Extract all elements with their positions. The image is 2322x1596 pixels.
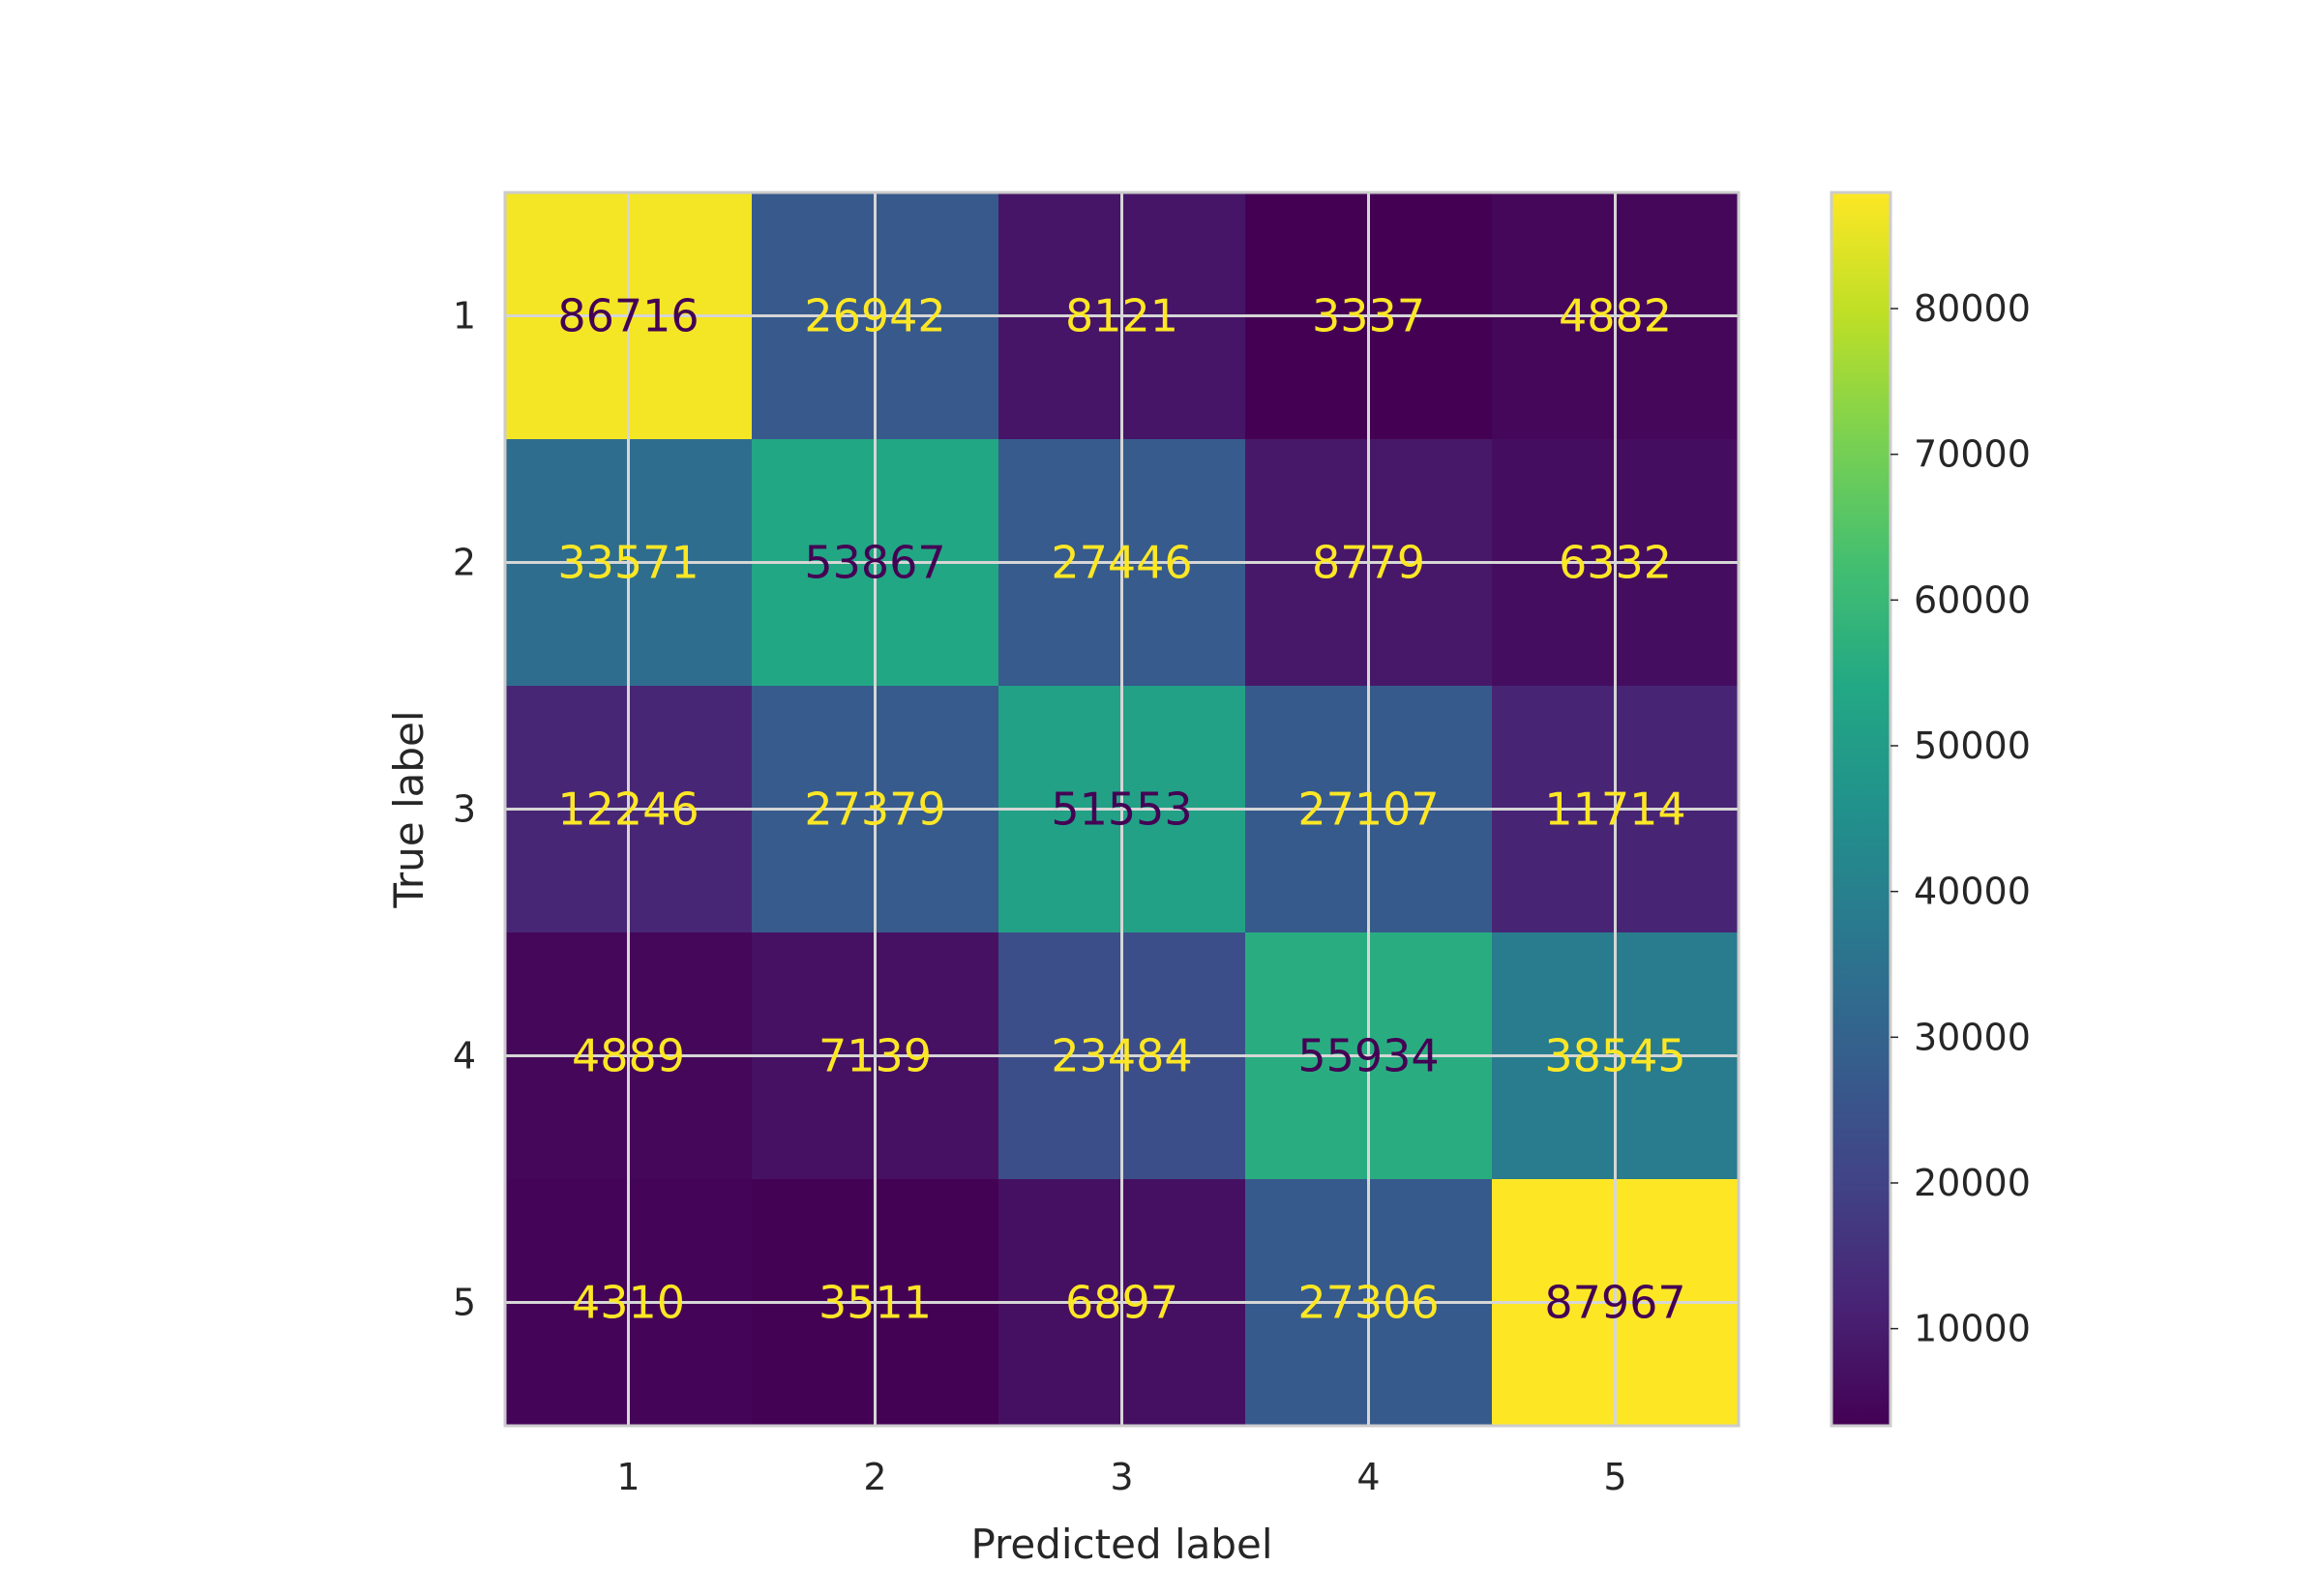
cell-value-label: 11714 bbox=[1544, 783, 1685, 836]
x-tick-label: 4 bbox=[1356, 1456, 1380, 1498]
x-tick-label: 5 bbox=[1603, 1456, 1626, 1498]
colorbar-tick-label: 20000 bbox=[1914, 1162, 2031, 1204]
y-axis-label: True label bbox=[385, 710, 432, 908]
colorbar-tick-label: 40000 bbox=[1914, 871, 2031, 913]
colorbar-tick-label: 60000 bbox=[1914, 578, 2031, 621]
cell-value-label: 12246 bbox=[557, 783, 699, 836]
colorbar-tick-label: 10000 bbox=[1914, 1308, 2031, 1350]
cell-value-label: 27306 bbox=[1297, 1277, 1439, 1329]
cell-value-label: 27446 bbox=[1051, 537, 1192, 589]
plot-frame bbox=[503, 191, 1741, 1428]
y-tick-label: 3 bbox=[453, 788, 476, 831]
cell-value-label: 53867 bbox=[804, 537, 945, 589]
cell-value-label: 3337 bbox=[1312, 290, 1425, 342]
cell-value-label: 55934 bbox=[1297, 1030, 1439, 1082]
cell-value-label: 38545 bbox=[1544, 1030, 1685, 1082]
y-tick-label: 2 bbox=[453, 542, 476, 584]
colorbar-tick-labels: 10000 20000 30000 40000 50000 60000 70000 80000 bbox=[1890, 287, 2031, 1350]
colorbar-tick-label: 70000 bbox=[1914, 433, 2031, 476]
cell-value-label: 27107 bbox=[1297, 783, 1439, 836]
colorbar-tick-label: 80000 bbox=[1914, 287, 2031, 330]
cell-value-label: 33571 bbox=[557, 537, 699, 589]
cell-value-label: 6332 bbox=[1559, 537, 1672, 589]
cell-value-labels: 86716 26942 8121 3337 4882 33571 53867 27446 877… bbox=[557, 290, 1685, 1329]
cell-value-label: 4889 bbox=[572, 1030, 685, 1082]
cell-value-label: 7139 bbox=[819, 1030, 932, 1082]
cell-value-label: 4310 bbox=[572, 1277, 685, 1329]
colorbar-tick-label: 50000 bbox=[1914, 724, 2031, 767]
y-tick-label: 1 bbox=[453, 295, 476, 338]
cell-value-label: 26942 bbox=[804, 290, 945, 342]
colorbar-tick-label: 30000 bbox=[1914, 1016, 2031, 1058]
cell-value-label: 87967 bbox=[1544, 1277, 1685, 1329]
y-tick-labels: 1 2 3 4 5 bbox=[453, 295, 476, 1324]
x-tick-labels: 1 2 3 4 5 bbox=[616, 1456, 1626, 1498]
x-tick-label: 2 bbox=[863, 1456, 886, 1498]
cell-value-label: 86716 bbox=[557, 290, 699, 342]
x-axis-label: Predicted label bbox=[970, 1521, 1272, 1568]
cell-value-label: 4882 bbox=[1559, 290, 1672, 342]
cell-value-label: 8779 bbox=[1312, 537, 1425, 589]
cell-value-label: 27379 bbox=[804, 783, 945, 836]
y-tick-label: 4 bbox=[453, 1035, 476, 1078]
grid-lines bbox=[505, 192, 1739, 1426]
cell-value-label: 23484 bbox=[1051, 1030, 1192, 1082]
cell-value-label: 3511 bbox=[819, 1277, 932, 1329]
cell-value-label: 6897 bbox=[1065, 1277, 1178, 1329]
cell-value-label: 51553 bbox=[1051, 783, 1192, 836]
x-tick-label: 3 bbox=[1110, 1456, 1133, 1498]
y-tick-label: 5 bbox=[453, 1282, 476, 1324]
x-tick-label: 1 bbox=[616, 1456, 640, 1498]
colorbar bbox=[1830, 191, 1892, 1428]
cell-value-label: 8121 bbox=[1065, 290, 1178, 342]
